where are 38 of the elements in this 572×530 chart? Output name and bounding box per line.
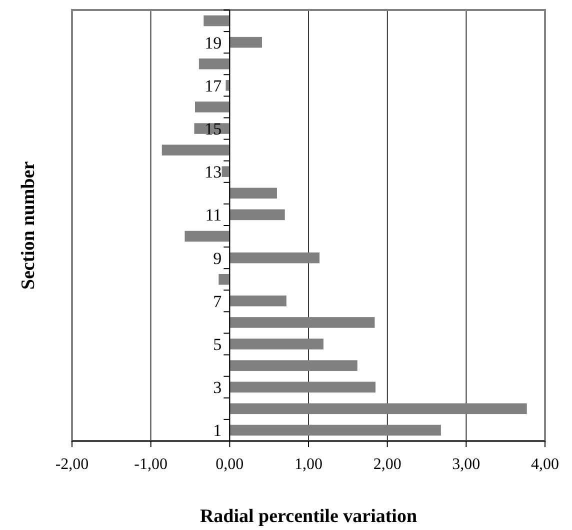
y-tick-label: 17	[204, 76, 222, 96]
bar	[230, 403, 527, 414]
bar	[218, 274, 230, 285]
y-tick-label: 7	[213, 292, 222, 311]
y-tick-label: 1	[213, 421, 222, 440]
x-tick-label: 2,00	[373, 456, 402, 473]
y-axis-title: Section number	[18, 160, 39, 290]
bar	[204, 15, 230, 26]
y-tick-label: 13	[204, 162, 222, 182]
y-tick-label: 11	[205, 206, 222, 225]
bar	[198, 58, 230, 70]
bar	[230, 296, 286, 306]
bar	[230, 188, 277, 199]
bar	[230, 338, 324, 350]
x-tick-label: 4,00	[531, 456, 559, 473]
bar	[230, 424, 441, 436]
y-tick-label: 3	[213, 378, 222, 398]
x-tick-label: 3,00	[452, 456, 480, 473]
x-tick-label: 0,00	[216, 456, 244, 473]
x-tick-label: 1,00	[294, 456, 322, 473]
bar	[162, 144, 230, 156]
bar	[194, 102, 230, 112]
bar	[230, 209, 285, 220]
bar	[226, 80, 230, 91]
bar	[230, 36, 262, 48]
y-tick-label: 15	[204, 119, 222, 138]
x-tick-label: -1,00	[134, 456, 168, 473]
bar	[230, 252, 320, 264]
bar	[230, 360, 358, 371]
bar	[230, 382, 376, 393]
bar	[230, 317, 375, 328]
y-tick-label: 5	[213, 334, 222, 354]
y-tick-label: 9	[213, 248, 222, 268]
bar	[184, 230, 230, 242]
x-axis-title: Radial percentile variation	[200, 506, 418, 527]
bar	[222, 166, 230, 178]
y-tick-label: 19	[204, 33, 222, 52]
x-tick-label: -2,00	[55, 456, 89, 473]
